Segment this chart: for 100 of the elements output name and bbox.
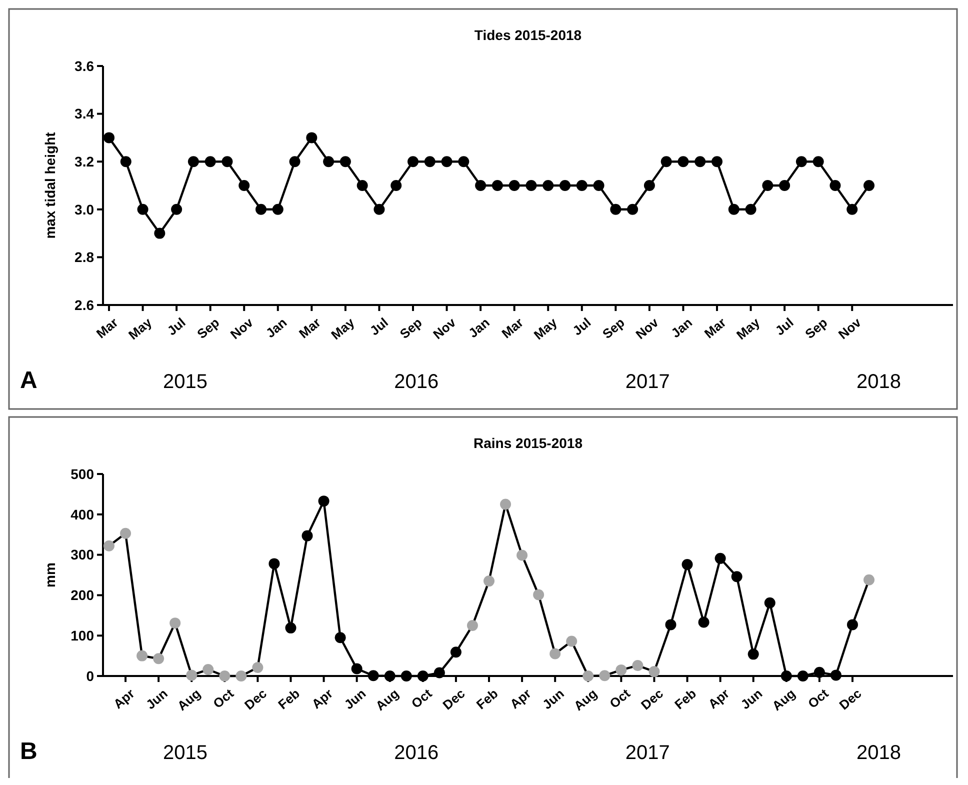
text: 2015 [163, 742, 208, 764]
point [492, 180, 503, 191]
point [252, 662, 264, 674]
point [745, 204, 756, 215]
point [306, 132, 318, 144]
point [830, 670, 842, 681]
x-tick-label: Mar [498, 314, 526, 342]
x-tick-label: Oct [606, 685, 634, 712]
x-tick-label: Jan [262, 314, 290, 341]
x-tick-label: Apr [507, 686, 534, 712]
y-tick-label: 3.2 [74, 154, 94, 170]
point [285, 622, 296, 634]
point [441, 156, 452, 168]
x-tick-label: Dec [440, 686, 468, 713]
x-tick-label: May [126, 314, 156, 343]
point [374, 204, 385, 215]
x-tick-label: Jun [540, 686, 567, 712]
point [238, 180, 250, 191]
point [694, 156, 706, 168]
point [356, 180, 368, 191]
point [830, 180, 841, 191]
point [136, 650, 148, 662]
point [846, 204, 858, 215]
y-axis-title: max tidal height [42, 132, 58, 239]
point [289, 156, 300, 168]
point [593, 180, 604, 191]
point [222, 156, 233, 168]
point [566, 636, 578, 647]
y-tick-label: 2.8 [74, 249, 94, 266]
point [864, 180, 874, 191]
point [797, 670, 808, 682]
point [714, 552, 726, 564]
point [780, 670, 792, 682]
text: B [20, 738, 38, 765]
x-tick-label: Aug [570, 686, 600, 714]
point [417, 670, 428, 682]
x-tick-label: Oct [408, 685, 436, 712]
x-tick-label: Mar [93, 314, 121, 342]
x-tick-label: Jul [772, 314, 796, 338]
x-tick-label: Mar [701, 314, 729, 342]
x-tick-label: Sep [600, 314, 628, 342]
x-tick-label: Feb [473, 686, 501, 712]
x-tick-label: Jun [142, 686, 170, 712]
point [318, 496, 330, 507]
point [154, 228, 166, 239]
text: 2016 [394, 742, 439, 764]
point [104, 132, 114, 144]
x-tick-label: Jun [738, 686, 766, 712]
x-tick-label: Dec [638, 686, 666, 713]
point [219, 670, 230, 682]
point [665, 619, 676, 630]
point [368, 670, 379, 682]
text: 2015 [163, 371, 208, 393]
x-tick-label: Mar [296, 314, 324, 342]
x-tick-label: May [328, 314, 358, 343]
point [424, 156, 436, 168]
point [576, 180, 588, 191]
x-tick-label: Jul [366, 314, 391, 338]
point [400, 670, 412, 682]
point [616, 664, 627, 676]
point [458, 156, 470, 168]
text: 2016 [394, 371, 439, 393]
point [120, 528, 132, 539]
text: 2018 [856, 371, 901, 393]
x-tick-label: Jul [164, 314, 188, 338]
point [812, 156, 824, 168]
x-tick-label: Oct [804, 685, 832, 712]
point [731, 571, 742, 582]
point [351, 663, 362, 674]
point [484, 576, 494, 587]
x-tick-label: Dec [836, 686, 864, 713]
point [648, 666, 660, 678]
point [728, 204, 740, 215]
point [340, 156, 351, 168]
point [796, 156, 807, 168]
x-tick-label: Feb [672, 686, 700, 712]
x-tick-label: Aug [372, 686, 402, 714]
y-tick-label: 100 [70, 628, 94, 644]
x-tick-label: Nov [227, 314, 256, 342]
y-tick-label: 2.6 [74, 296, 94, 313]
point [627, 204, 638, 215]
point [256, 204, 266, 215]
point [204, 156, 216, 168]
x-tick-label: Apr [308, 686, 336, 712]
point [762, 180, 774, 191]
point [582, 670, 594, 682]
x-tick-label: Jan [466, 314, 492, 341]
point [408, 156, 418, 168]
point [698, 616, 710, 628]
point [560, 180, 570, 191]
x-tick-label: May [734, 314, 764, 343]
point [779, 180, 790, 191]
x-tick-label: Aug [174, 686, 204, 714]
point [814, 666, 825, 678]
x-tick-label: Nov [430, 314, 460, 342]
point [104, 540, 114, 552]
point [186, 670, 198, 681]
point [764, 597, 776, 608]
point [632, 660, 644, 671]
point [202, 664, 214, 676]
